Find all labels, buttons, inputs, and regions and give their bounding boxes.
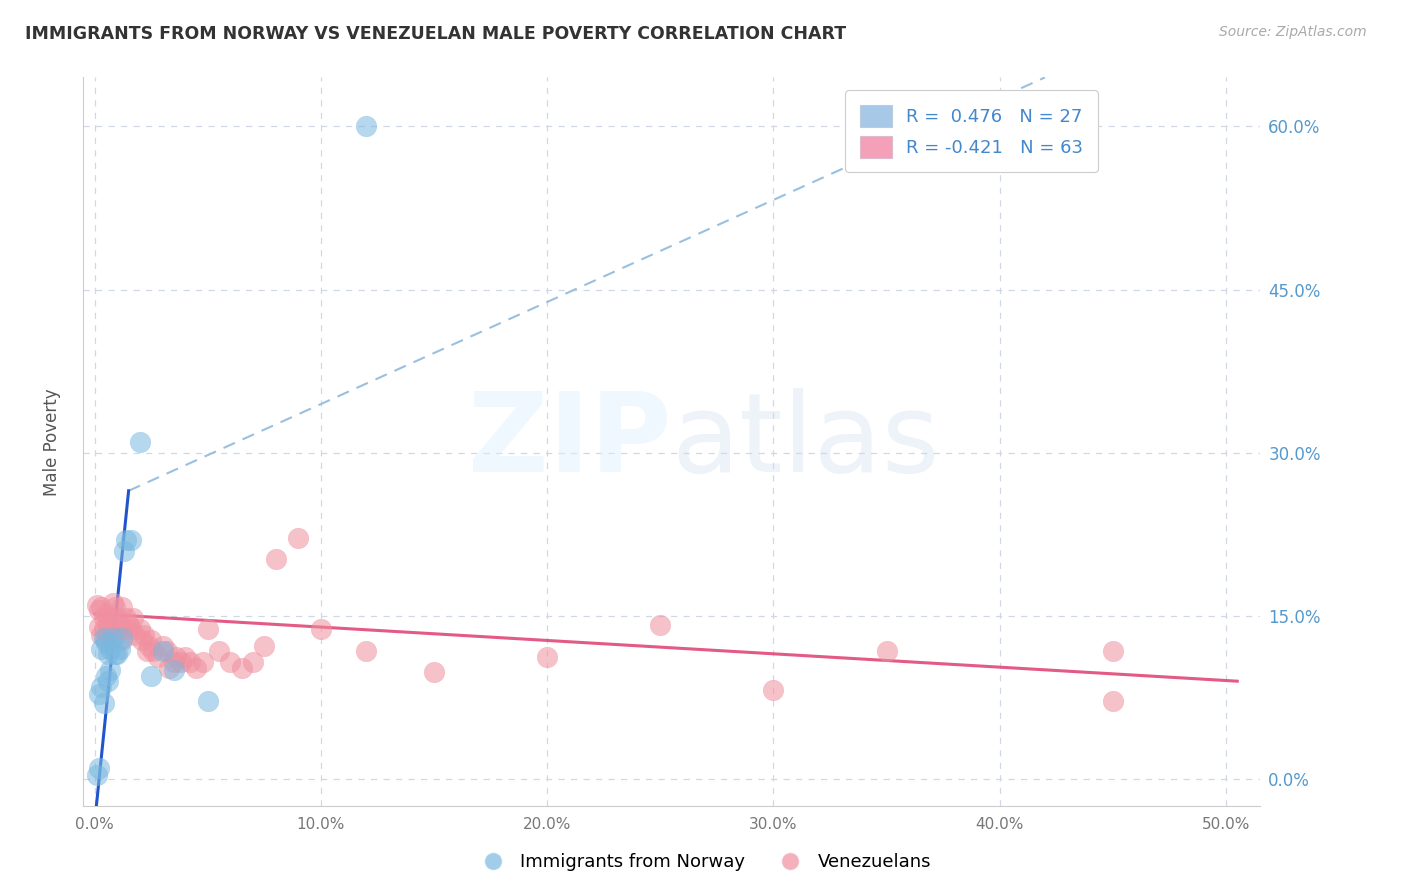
Point: [264, 552, 287, 566]
Point: [86, 768, 108, 782]
Point: [105, 611, 128, 625]
Point: [105, 622, 128, 636]
Point: [108, 617, 131, 632]
Point: [169, 655, 191, 669]
Point: [89, 620, 111, 634]
Point: [100, 641, 122, 656]
Point: [219, 655, 242, 669]
Point: [1101, 694, 1123, 708]
Point: [423, 665, 446, 680]
Point: [197, 622, 219, 636]
Y-axis label: Male Poverty: Male Poverty: [44, 388, 60, 496]
Point: [208, 644, 231, 658]
Point: [90, 641, 112, 656]
Point: [86, 598, 108, 612]
Point: [90, 680, 112, 694]
Point: [115, 611, 138, 625]
Point: [163, 655, 186, 669]
Point: [156, 644, 179, 658]
Point: [94, 632, 117, 647]
Point: [111, 600, 134, 615]
Point: [97, 674, 120, 689]
Point: [179, 655, 201, 669]
Point: [354, 644, 377, 658]
Point: [142, 644, 165, 658]
Point: [122, 611, 145, 625]
Point: [165, 650, 187, 665]
Point: [105, 647, 128, 661]
Point: [536, 650, 558, 665]
Point: [152, 644, 174, 658]
Point: [97, 617, 120, 632]
Point: [93, 611, 115, 625]
Point: [93, 631, 115, 645]
Point: [89, 687, 111, 701]
Point: [100, 622, 122, 636]
Point: [309, 622, 332, 636]
Point: [93, 696, 115, 710]
Point: [90, 628, 112, 642]
Text: IMMIGRANTS FROM NORWAY VS VENEZUELAN MALE POVERTY CORRELATION CHART: IMMIGRANTS FROM NORWAY VS VENEZUELAN MAL…: [25, 25, 846, 43]
Point: [115, 533, 138, 547]
Point: [650, 617, 672, 632]
Point: [120, 622, 142, 636]
Point: [89, 761, 111, 775]
Point: [120, 533, 142, 547]
Point: [762, 682, 785, 697]
Point: [94, 607, 117, 621]
Point: [138, 640, 160, 654]
Point: [112, 543, 135, 558]
Point: [124, 628, 146, 642]
Point: [100, 611, 122, 625]
Point: [193, 655, 215, 669]
Point: [141, 669, 163, 683]
Point: [89, 603, 111, 617]
Point: [93, 622, 115, 636]
Point: [129, 622, 152, 636]
Legend: Immigrants from Norway, Venezuelans: Immigrants from Norway, Venezuelans: [468, 847, 938, 879]
Point: [354, 120, 377, 134]
Point: [112, 622, 135, 636]
Point: [174, 650, 197, 665]
Point: [129, 434, 152, 449]
Point: [111, 632, 134, 647]
Text: ZIP: ZIP: [468, 388, 672, 495]
Point: [157, 661, 180, 675]
Point: [253, 640, 276, 654]
Point: [117, 617, 139, 632]
Point: [242, 655, 264, 669]
Point: [101, 596, 124, 610]
Point: [134, 628, 156, 642]
Point: [152, 640, 174, 654]
Point: [108, 641, 131, 656]
Point: [104, 628, 127, 642]
Point: [146, 650, 169, 665]
Point: [231, 661, 253, 675]
Point: [94, 636, 117, 650]
Point: [97, 628, 120, 642]
Point: [131, 632, 153, 647]
Point: [94, 669, 117, 683]
Point: [186, 661, 208, 675]
Point: [287, 531, 309, 545]
Legend: R =  0.476   N = 27, R = -0.421   N = 63: R = 0.476 N = 27, R = -0.421 N = 63: [845, 90, 1098, 172]
Point: [135, 644, 157, 658]
Text: Source: ZipAtlas.com: Source: ZipAtlas.com: [1219, 25, 1367, 39]
Point: [876, 644, 898, 658]
Point: [104, 600, 127, 615]
Point: [101, 617, 124, 632]
Point: [197, 694, 219, 708]
Point: [104, 647, 127, 661]
Point: [90, 600, 112, 615]
Point: [163, 663, 186, 677]
Point: [101, 631, 124, 645]
Point: [141, 632, 163, 647]
Text: atlas: atlas: [672, 388, 941, 495]
Point: [1101, 644, 1123, 658]
Point: [97, 647, 120, 661]
Point: [100, 663, 122, 677]
Point: [111, 631, 134, 645]
